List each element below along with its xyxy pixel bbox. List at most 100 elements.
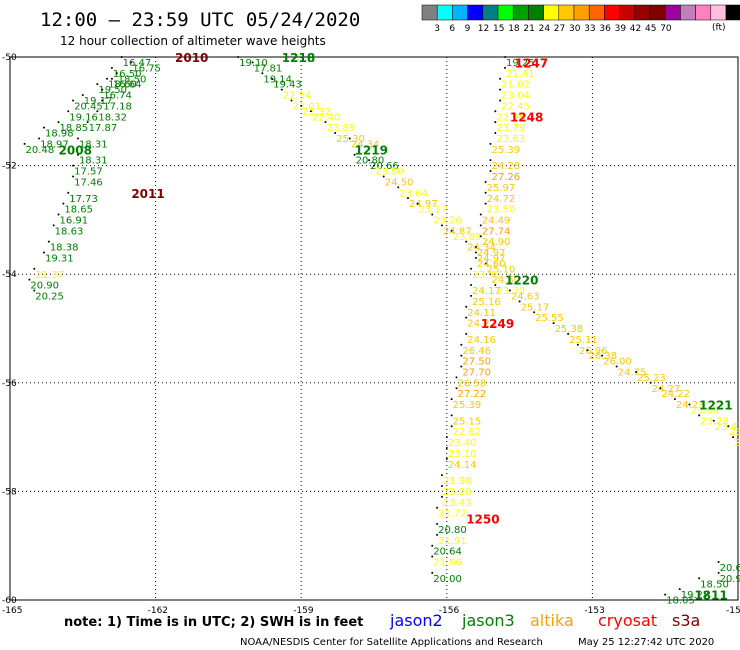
- point-marker: [489, 273, 492, 276]
- point-marker: [450, 425, 453, 428]
- swh-label: 23.40: [448, 438, 477, 449]
- swh-label: 18.65: [64, 205, 93, 216]
- y-tick-label: -54: [2, 270, 17, 280]
- point-marker: [489, 159, 492, 162]
- swh-label: 24.27: [652, 384, 681, 395]
- swh-label: 21.41: [506, 69, 535, 80]
- swh-label: 27.22: [458, 389, 487, 400]
- swh-label: 24.23: [676, 400, 705, 411]
- pass-label: 1247: [515, 56, 548, 70]
- footer-note: note: 1) Time is in UTC; 2) SWH is in fe…: [64, 615, 363, 630]
- point-marker: [445, 446, 448, 449]
- swh-label: 25.16: [472, 297, 501, 308]
- swh-label: 25.30: [336, 134, 365, 145]
- point-marker: [42, 126, 45, 129]
- point-marker: [460, 343, 463, 346]
- swh-label: 25.11: [569, 335, 598, 346]
- swh-label: 24.97: [477, 253, 506, 264]
- point-marker: [484, 191, 487, 194]
- swh-label: 18.98: [45, 129, 74, 140]
- point-marker: [494, 121, 497, 124]
- legend-swatch: [604, 4, 620, 21]
- swh-label: 24.50: [491, 275, 520, 286]
- pass-label: 1218: [282, 51, 315, 65]
- point-marker: [86, 121, 89, 124]
- swh-label: 18.31: [79, 156, 108, 167]
- swh-label: 23.64: [399, 188, 428, 199]
- point-marker: [81, 94, 84, 97]
- swh-label: 24.11: [467, 308, 496, 319]
- swh-label: 23.32: [302, 107, 331, 118]
- swh-label: 20.00: [433, 574, 462, 585]
- x-tick-label: -159: [293, 606, 314, 616]
- swh-label: 24.87: [443, 226, 472, 237]
- point-marker: [72, 175, 75, 178]
- mission-name: jason2: [389, 611, 443, 630]
- swh-label: 25.55: [535, 313, 564, 324]
- pass-label: 2008: [59, 143, 92, 157]
- swh-label: 26.00: [603, 357, 632, 368]
- point-marker: [499, 99, 502, 102]
- point-marker: [649, 381, 652, 384]
- point-marker: [552, 322, 555, 325]
- point-marker: [42, 251, 45, 254]
- legend-swatch: [664, 4, 681, 21]
- swh-label: 26.46: [462, 346, 491, 357]
- legend-swatch: [558, 4, 575, 21]
- swh-label: 20.66: [370, 161, 399, 172]
- swh-label: 23.79: [496, 123, 525, 134]
- point-marker: [450, 414, 453, 417]
- swh-label: 23.28: [700, 416, 729, 427]
- swh-label: 24.50: [385, 177, 414, 188]
- point-marker: [615, 365, 618, 368]
- legend-tick: 70: [660, 24, 672, 34]
- point-marker: [470, 267, 473, 270]
- x-tick-label: -153: [584, 606, 604, 616]
- swh-label: 24.72: [487, 194, 516, 205]
- swh-label: 16.74: [103, 91, 132, 102]
- legend-tick: 3: [434, 24, 440, 34]
- y-tick-label: -56: [2, 379, 17, 389]
- swh-label: 22.40: [312, 112, 341, 123]
- point-marker: [698, 577, 701, 580]
- legend-swatch: [497, 4, 514, 21]
- swh-label: 23.89: [453, 232, 482, 243]
- point-marker: [440, 224, 443, 227]
- color-legend: 3 6 9 12 15 18 21 24 27 30 33 36 39 42 45 70: [421, 4, 740, 34]
- point-marker: [28, 278, 31, 281]
- point-marker: [271, 77, 274, 80]
- point-marker: [101, 99, 104, 102]
- legend-swatch: [680, 4, 696, 21]
- point-marker: [465, 240, 468, 243]
- swh-label: 26.96: [579, 346, 608, 357]
- swh-label: 25.97: [487, 183, 516, 194]
- legend-tick: 39: [615, 24, 627, 34]
- point-marker: [436, 522, 439, 525]
- legend-tick: 9: [465, 24, 471, 34]
- swh-label: 20.64: [433, 547, 462, 558]
- point-marker: [38, 137, 41, 140]
- point-marker: [484, 202, 487, 205]
- swh-label: 18.32: [98, 112, 127, 123]
- point-marker: [348, 137, 351, 140]
- swh-label: 18.31: [79, 139, 108, 150]
- legend-swatch: [528, 4, 544, 21]
- swh-label: 19.50: [98, 85, 127, 96]
- swh-label: 23.10: [448, 449, 477, 460]
- swh-label: 16.91: [60, 215, 89, 226]
- swh-label: 17.81: [254, 63, 283, 74]
- point-marker: [76, 153, 79, 156]
- pass-label: 1221: [699, 399, 732, 413]
- point-marker: [470, 284, 473, 287]
- legend-swatch: [573, 4, 590, 21]
- swh-label: 20.45: [74, 101, 103, 112]
- point-marker: [67, 110, 70, 113]
- point-marker: [450, 398, 453, 401]
- swh-label: 19.16: [69, 112, 98, 123]
- point-marker: [465, 332, 468, 335]
- point-marker: [57, 121, 60, 124]
- swh-label: 18.50: [118, 74, 147, 85]
- point-marker: [431, 544, 434, 547]
- axis-ticks: -165 -162 -159 -156 -153 -150 -50 -52 -54 -56 -58 -…: [2, 53, 740, 616]
- swh-label: 20.48: [26, 145, 55, 156]
